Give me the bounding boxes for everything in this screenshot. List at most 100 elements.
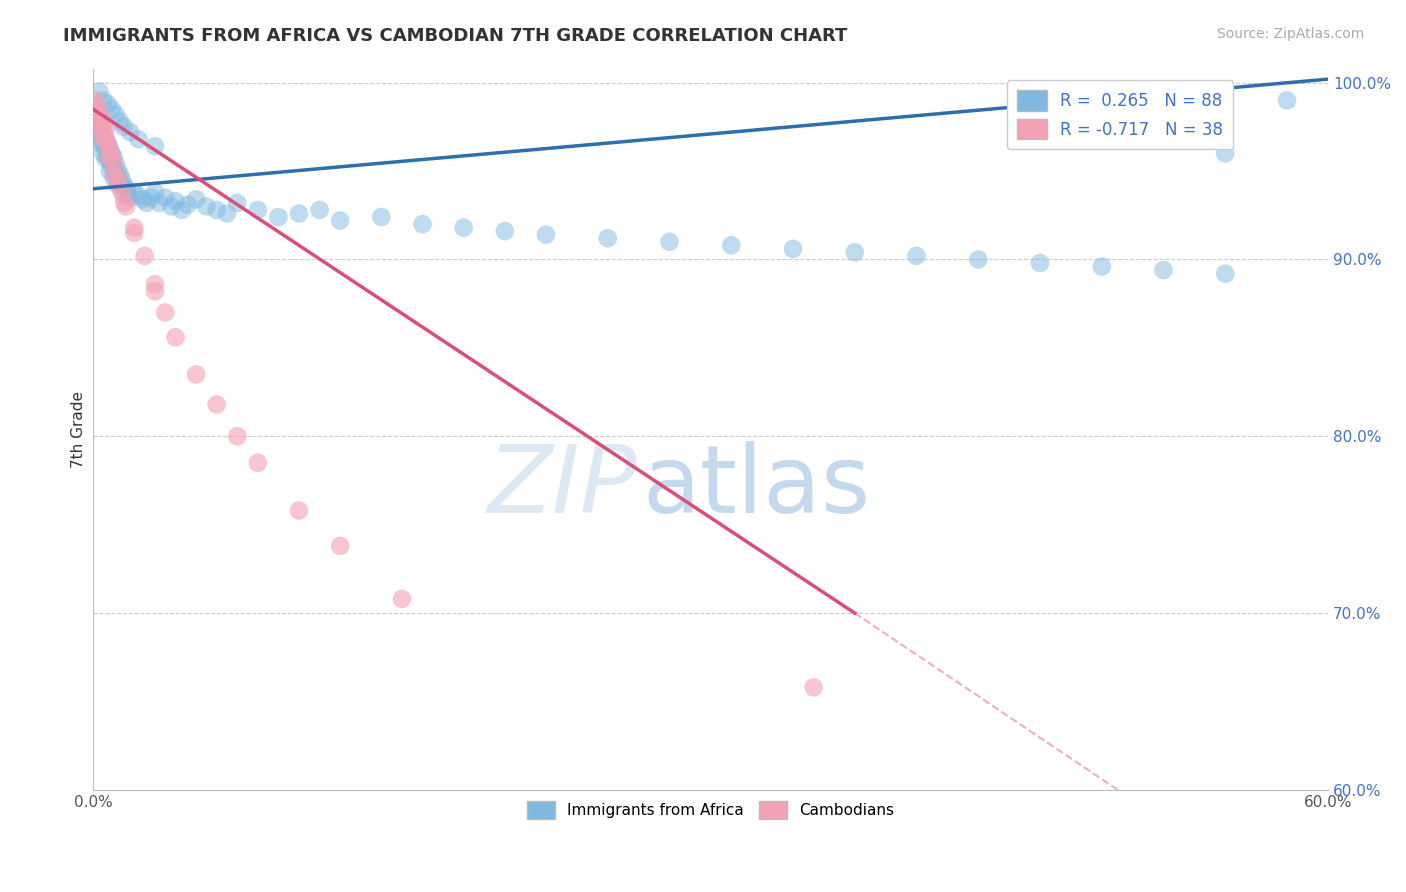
Point: [107, 178, 129, 193]
Point: [97, 96, 120, 111]
Point: [107, 164, 129, 178]
Point: [160, 199, 183, 213]
Point: [329, 539, 352, 553]
Point: [98, 153, 121, 168]
Point: [98, 164, 121, 178]
Point: [412, 217, 434, 231]
Point: [308, 202, 330, 217]
Point: [803, 681, 825, 695]
Point: [967, 252, 990, 267]
Point: [90, 128, 112, 143]
Point: [111, 173, 134, 187]
Point: [370, 210, 392, 224]
Point: [84, 93, 107, 107]
Point: [84, 103, 107, 118]
Point: [120, 191, 142, 205]
Point: [226, 195, 249, 210]
Point: [205, 397, 228, 411]
Point: [107, 171, 129, 186]
Point: [103, 157, 125, 171]
Point: [135, 195, 157, 210]
Point: [127, 132, 149, 146]
Point: [94, 123, 117, 137]
Point: [143, 186, 166, 200]
Point: [148, 195, 170, 210]
Point: [86, 98, 108, 112]
Point: [165, 330, 187, 344]
Point: [288, 206, 311, 220]
Point: [93, 136, 115, 150]
Point: [1213, 267, 1236, 281]
Text: Source: ZipAtlas.com: Source: ZipAtlas.com: [1216, 27, 1364, 41]
Point: [184, 192, 207, 206]
Point: [98, 150, 121, 164]
Point: [97, 150, 120, 164]
Point: [86, 120, 108, 134]
Point: [93, 125, 115, 139]
Point: [658, 235, 681, 249]
Point: [112, 189, 135, 203]
Point: [215, 206, 238, 220]
Point: [103, 150, 125, 164]
Point: [103, 168, 125, 182]
Point: [453, 220, 475, 235]
Point: [143, 139, 166, 153]
Point: [117, 187, 139, 202]
Point: [246, 202, 269, 217]
Point: [89, 132, 111, 146]
Text: ZIP: ZIP: [486, 442, 637, 533]
Point: [1091, 260, 1114, 274]
Point: [124, 226, 146, 240]
Point: [226, 429, 249, 443]
Point: [782, 242, 804, 256]
Point: [111, 186, 134, 200]
Point: [98, 141, 121, 155]
Point: [115, 199, 138, 213]
Legend: Immigrants from Africa, Cambodians: Immigrants from Africa, Cambodians: [522, 795, 900, 826]
Point: [107, 175, 129, 189]
Point: [93, 146, 115, 161]
Point: [89, 111, 111, 125]
Point: [720, 238, 742, 252]
Point: [90, 123, 112, 137]
Point: [86, 111, 108, 125]
Point: [97, 137, 120, 152]
Point: [143, 285, 166, 299]
Point: [108, 114, 131, 128]
Point: [131, 192, 153, 206]
Point: [89, 85, 111, 99]
Point: [104, 168, 127, 182]
Point: [103, 161, 125, 175]
Point: [93, 130, 115, 145]
Point: [134, 249, 156, 263]
Point: [246, 456, 269, 470]
Point: [93, 93, 115, 107]
Point: [94, 132, 117, 146]
Point: [195, 199, 218, 213]
Point: [170, 202, 193, 217]
Point: [288, 503, 311, 517]
Point: [1029, 256, 1052, 270]
Point: [104, 107, 127, 121]
Point: [184, 368, 207, 382]
Point: [94, 132, 117, 146]
Point: [391, 591, 413, 606]
Point: [100, 102, 122, 116]
Text: atlas: atlas: [643, 441, 870, 533]
Point: [108, 168, 131, 182]
Point: [89, 125, 111, 139]
Point: [86, 107, 108, 121]
Point: [90, 118, 112, 132]
Point: [155, 305, 177, 319]
Point: [205, 202, 228, 217]
Point: [100, 150, 122, 164]
Point: [155, 191, 177, 205]
Point: [267, 210, 290, 224]
Point: [534, 227, 557, 242]
Point: [115, 182, 138, 196]
Text: IMMIGRANTS FROM AFRICA VS CAMBODIAN 7TH GRADE CORRELATION CHART: IMMIGRANTS FROM AFRICA VS CAMBODIAN 7TH …: [63, 27, 848, 45]
Y-axis label: 7th Grade: 7th Grade: [72, 391, 86, 467]
Point: [1275, 93, 1298, 107]
Point: [139, 191, 162, 205]
Point: [100, 159, 122, 173]
